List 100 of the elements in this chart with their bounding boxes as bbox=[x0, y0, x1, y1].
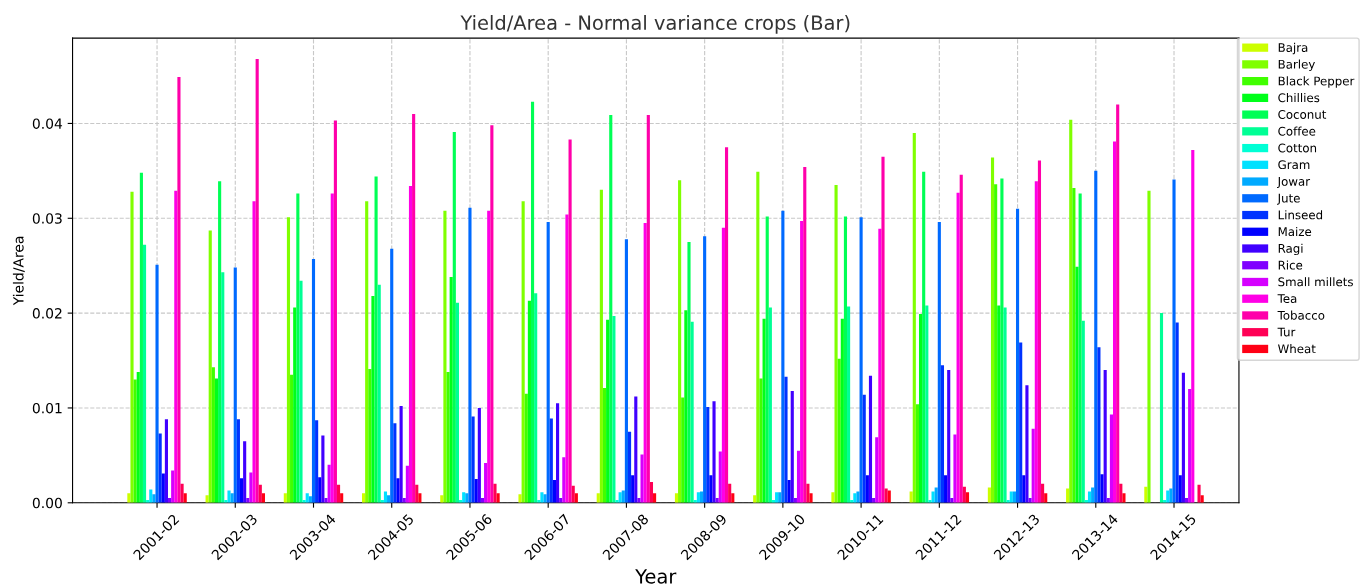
bar bbox=[330, 193, 334, 503]
bar bbox=[947, 370, 951, 503]
bar bbox=[315, 420, 319, 503]
bar bbox=[390, 248, 394, 503]
bar bbox=[965, 492, 970, 503]
bar bbox=[881, 156, 885, 503]
bar bbox=[1197, 484, 1201, 503]
bar bbox=[1025, 385, 1029, 503]
bar bbox=[249, 472, 253, 503]
bar bbox=[211, 367, 215, 503]
bar bbox=[562, 457, 566, 503]
bar bbox=[474, 479, 478, 503]
bar bbox=[1087, 491, 1092, 503]
legend-label: Tea bbox=[1277, 294, 1297, 304]
bar bbox=[362, 493, 366, 503]
bar bbox=[678, 180, 682, 503]
bar bbox=[568, 139, 572, 503]
bar bbox=[959, 174, 963, 503]
bar bbox=[1103, 370, 1107, 503]
legend-label: Tobacco bbox=[1277, 310, 1325, 320]
bar bbox=[706, 407, 710, 503]
bar bbox=[1178, 475, 1182, 503]
bar bbox=[634, 396, 638, 503]
bar bbox=[412, 113, 416, 503]
legend-label: Maize bbox=[1278, 226, 1312, 237]
bar bbox=[806, 483, 810, 503]
bar bbox=[762, 318, 766, 503]
bar bbox=[1144, 486, 1148, 503]
bar bbox=[565, 214, 569, 503]
bar bbox=[724, 147, 729, 503]
bar bbox=[703, 236, 707, 503]
bar bbox=[865, 475, 869, 503]
bar bbox=[721, 227, 725, 503]
y-axis-title: Yield/Area bbox=[12, 236, 25, 306]
bar bbox=[862, 394, 866, 503]
bar bbox=[208, 230, 212, 503]
chart-title: Yield/Area - Normal variance crops (Bar) bbox=[460, 14, 850, 34]
bar bbox=[912, 132, 916, 503]
bar bbox=[1109, 414, 1113, 503]
bar bbox=[1015, 208, 1020, 503]
y-tick-label: 0.04 bbox=[32, 118, 63, 129]
bar bbox=[218, 181, 222, 503]
bar bbox=[609, 114, 613, 503]
bar bbox=[161, 473, 165, 503]
bar bbox=[931, 491, 935, 503]
bar bbox=[1122, 493, 1126, 503]
bar bbox=[365, 201, 369, 503]
bar bbox=[803, 167, 807, 503]
bar bbox=[484, 462, 488, 503]
bar bbox=[252, 201, 256, 503]
bar bbox=[243, 441, 247, 503]
bar bbox=[127, 493, 131, 503]
bar bbox=[640, 454, 644, 503]
bar bbox=[368, 369, 372, 503]
bar bbox=[1159, 313, 1164, 503]
bar bbox=[177, 76, 181, 503]
bar bbox=[653, 493, 657, 503]
bar bbox=[602, 388, 607, 503]
bar bbox=[340, 493, 344, 503]
bar bbox=[446, 371, 450, 503]
bar bbox=[214, 378, 219, 503]
bar bbox=[1116, 104, 1120, 503]
bar bbox=[606, 319, 610, 503]
bar bbox=[649, 481, 654, 503]
bar bbox=[840, 318, 844, 503]
bar bbox=[293, 307, 297, 503]
bar bbox=[834, 185, 838, 503]
bar bbox=[155, 264, 159, 503]
bar bbox=[843, 216, 848, 503]
bar bbox=[221, 272, 225, 503]
legend-label: Gram bbox=[1278, 160, 1310, 170]
y-tick-label: 0.01 bbox=[32, 402, 62, 414]
bar bbox=[765, 216, 769, 503]
legend-label: Black Pepper bbox=[1278, 76, 1355, 88]
bar bbox=[180, 483, 184, 503]
bar bbox=[1031, 428, 1035, 503]
bar bbox=[1097, 347, 1101, 503]
bar bbox=[687, 241, 691, 503]
bar bbox=[997, 305, 1001, 503]
legend-label: Ragi bbox=[1278, 243, 1303, 256]
bar bbox=[449, 277, 453, 503]
bar bbox=[415, 484, 419, 503]
bar bbox=[1034, 181, 1038, 503]
legend-label: Rice bbox=[1278, 260, 1303, 270]
bar bbox=[552, 480, 557, 503]
bar bbox=[239, 478, 244, 503]
bar bbox=[624, 239, 628, 503]
bar bbox=[443, 210, 447, 503]
legend-label: Small millets bbox=[1278, 277, 1353, 287]
bar bbox=[940, 365, 945, 503]
bar bbox=[518, 494, 522, 503]
bar bbox=[796, 450, 801, 503]
bar bbox=[521, 201, 525, 503]
bar bbox=[546, 222, 550, 503]
bar bbox=[471, 416, 475, 503]
bar bbox=[1003, 307, 1007, 503]
bar bbox=[1019, 342, 1023, 503]
bar bbox=[1037, 160, 1042, 503]
bar bbox=[1188, 388, 1192, 503]
bar bbox=[258, 484, 262, 503]
